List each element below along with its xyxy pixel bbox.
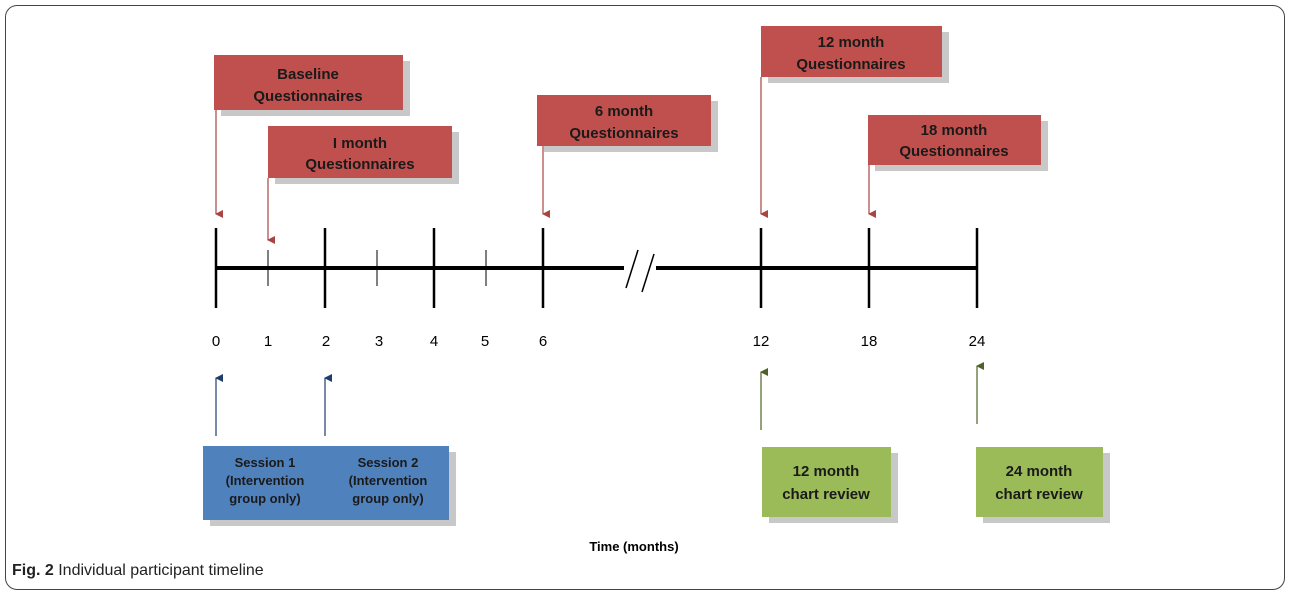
questionnaire-18-month-line2: Questionnaires bbox=[899, 143, 1008, 160]
tick-label: 24 bbox=[969, 333, 986, 350]
questionnaire-1-month-line2: Questionnaires bbox=[305, 156, 414, 173]
tick-label: 1 bbox=[264, 333, 272, 350]
questionnaire-1-month: I month Questionnaires bbox=[268, 126, 459, 184]
session-2-line1: Session 2 bbox=[358, 455, 419, 470]
tick-label: 5 bbox=[481, 333, 489, 350]
session-1-line2: (Intervention bbox=[226, 473, 305, 488]
tick-label: 0 bbox=[212, 333, 220, 350]
timeline-axis bbox=[214, 228, 979, 308]
questionnaire-6-month-line1: 6 month bbox=[595, 103, 653, 120]
questionnaire-12-month-line1: 12 month bbox=[818, 34, 885, 51]
caption-label: Fig. 2 bbox=[12, 562, 54, 579]
session-2-line3: group only) bbox=[352, 491, 424, 506]
questionnaire-baseline-line1: Baseline bbox=[277, 66, 339, 83]
axis-label: Time (months) bbox=[589, 539, 678, 554]
questionnaire-6-month: 6 month Questionnaires bbox=[537, 95, 718, 152]
questionnaire-18-month: 18 month Questionnaires bbox=[868, 115, 1048, 171]
questionnaire-baseline: Baseline Questionnaires bbox=[214, 55, 410, 116]
session-1-line1: Session 1 bbox=[235, 455, 296, 470]
tick-label: 4 bbox=[430, 333, 438, 350]
review-24-month-line1: 24 month bbox=[1006, 463, 1073, 480]
tick-label: 12 bbox=[753, 333, 770, 350]
tick-label: 3 bbox=[375, 333, 383, 350]
tick-label: 6 bbox=[539, 333, 547, 350]
session-1-line3: group only) bbox=[229, 491, 301, 506]
tick-label: 18 bbox=[861, 333, 878, 350]
tick-label: 2 bbox=[322, 333, 330, 350]
questionnaire-baseline-line2: Questionnaires bbox=[253, 88, 362, 105]
review-24-month-line2: chart review bbox=[995, 486, 1083, 503]
session-1-box: Session 1 (Intervention group only) bbox=[203, 446, 334, 526]
figure-caption: Fig. 2 Individual participant timeline bbox=[12, 562, 264, 580]
session-2-box: Session 2 (Intervention group only) bbox=[327, 446, 456, 526]
axis-break-marker bbox=[624, 249, 656, 293]
session-2-line2: (Intervention bbox=[349, 473, 428, 488]
review-12-month-box: 12 month chart review bbox=[762, 447, 898, 523]
questionnaire-1-month-line1: I month bbox=[333, 135, 387, 152]
questionnaire-18-month-line1: 18 month bbox=[921, 122, 988, 139]
figure-frame bbox=[5, 5, 1285, 590]
caption-text: Individual participant timeline bbox=[58, 562, 264, 579]
questionnaire-6-month-line2: Questionnaires bbox=[569, 125, 678, 142]
tick-labels: 0 1 2 3 4 5 6 12 18 24 bbox=[212, 333, 986, 350]
review-12-month-line2: chart review bbox=[782, 486, 870, 503]
review-24-month-box: 24 month chart review bbox=[976, 447, 1110, 523]
review-12-month-line1: 12 month bbox=[793, 463, 860, 480]
questionnaire-12-month: 12 month Questionnaires bbox=[761, 26, 949, 83]
questionnaire-12-month-line2: Questionnaires bbox=[796, 56, 905, 73]
